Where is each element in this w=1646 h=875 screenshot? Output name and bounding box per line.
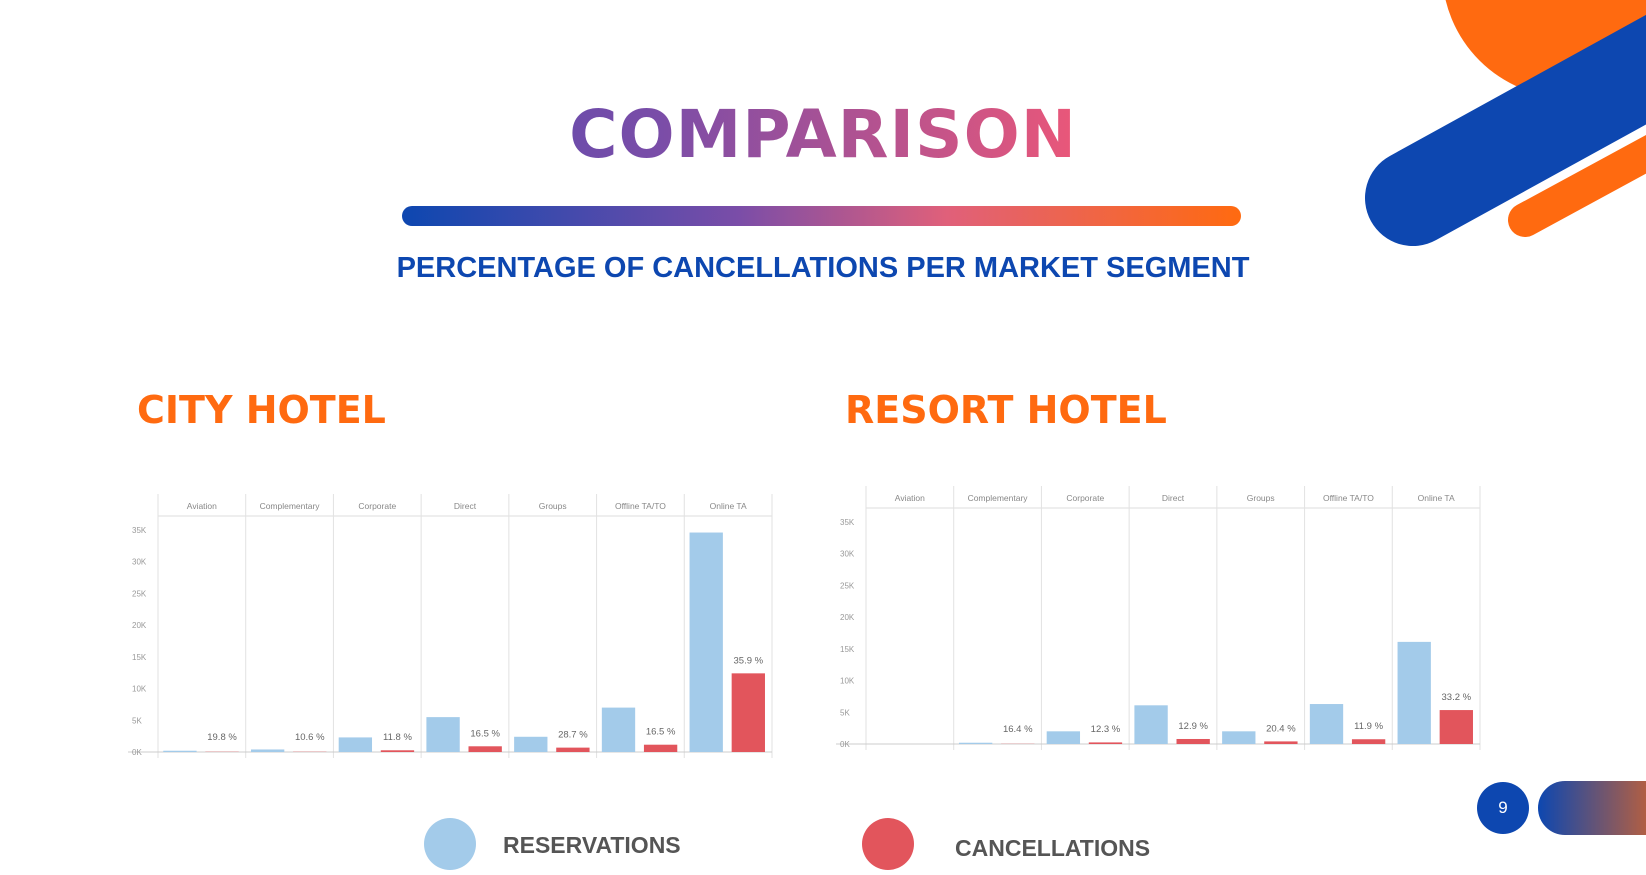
city-category-label: Complementary — [260, 501, 321, 511]
resort-category-label: Corporate — [1066, 493, 1104, 503]
city-cancellations-bar — [556, 747, 590, 752]
city-y-tick-label: 35K — [132, 526, 147, 535]
orange-diagonal-bar — [1508, 134, 1646, 237]
city-reservations-bar — [338, 737, 373, 752]
resort-data-label: 33.2 % — [1442, 692, 1472, 703]
resort-y-tick-label: 15K — [840, 645, 855, 654]
resort-reservations-bar — [1309, 704, 1344, 744]
resort-category-label: Groups — [1247, 493, 1275, 503]
cancellations-legend-dot — [862, 818, 914, 870]
resort-y-tick-label: 30K — [840, 550, 855, 559]
slide-subtitle: PERCENTAGE OF CANCELLATIONS PER MARKET S… — [396, 252, 1250, 284]
city-reservations-bar — [426, 717, 460, 752]
resort-data-label: 12.3 % — [1091, 724, 1121, 735]
city-y-tick-label: 0K — [132, 748, 142, 757]
resort-data-label: 11.9 % — [1354, 721, 1383, 732]
city-category-label: Direct — [454, 501, 477, 511]
city-reservations-bar — [163, 750, 197, 752]
resort-data-label: 20.4 % — [1266, 723, 1296, 734]
resort-reservations-bar — [1046, 731, 1081, 744]
city-data-label: 10.6 % — [295, 732, 325, 743]
city-cancellations-bar — [731, 673, 765, 752]
resort-category-label: Online TA — [1418, 493, 1455, 503]
resort-y-tick-label: 35K — [840, 518, 855, 527]
resort-category-label: Offline TA/TO — [1323, 493, 1374, 503]
city-reservations-bar — [250, 749, 285, 752]
resort-reservations-bar — [958, 742, 993, 744]
resort-category-label: Complementary — [968, 493, 1029, 503]
city-category-label: Aviation — [187, 501, 217, 511]
page-number-badge: 9 — [1477, 782, 1529, 834]
title-underline-bar — [402, 206, 1241, 226]
resort-y-tick-label: 5K — [840, 708, 850, 717]
city-data-label: 28.7 % — [558, 730, 588, 741]
city-cancellations-bar — [380, 750, 415, 752]
city-category-label: Groups — [539, 501, 567, 511]
city-data-label: 19.8 % — [207, 732, 237, 743]
city-y-tick-label: 5K — [132, 716, 142, 725]
city-y-tick-label: 10K — [132, 685, 147, 694]
city-hotel-title: CITY HOTEL — [137, 388, 386, 432]
city-y-tick-label: 15K — [132, 653, 147, 662]
city-category-label: Online TA — [710, 501, 747, 511]
city-y-tick-label: 25K — [132, 589, 147, 598]
slide-title: COMPARISON — [0, 96, 1646, 173]
resort-y-tick-label: 25K — [840, 581, 855, 590]
resort-hotel-title: RESORT HOTEL — [845, 388, 1167, 432]
bottom-gradient-pill — [1538, 781, 1646, 835]
resort-cancellations-bar — [1264, 741, 1298, 744]
resort-y-tick-label: 0K — [840, 740, 850, 749]
city-reservations-bar — [689, 532, 723, 752]
city-category-label: Offline TA/TO — [615, 501, 666, 511]
city-data-label: 11.8 % — [383, 732, 412, 743]
reservations-legend-dot — [424, 818, 476, 870]
resort-reservations-bar — [1222, 731, 1256, 744]
resort-category-label: Direct — [1162, 493, 1185, 503]
resort-data-label: 16.4 % — [1003, 724, 1033, 735]
cancellations-legend-label: CANCELLATIONS — [955, 835, 1151, 861]
city-reservations-bar — [514, 736, 548, 752]
resort-cancellations-bar — [1176, 738, 1210, 744]
city-cancellations-bar — [468, 746, 502, 752]
resort-reservations-bar — [1397, 641, 1431, 744]
city-data-label: 16.5 % — [470, 728, 500, 739]
resort-category-label: Aviation — [895, 493, 925, 503]
resort-y-tick-label: 10K — [840, 677, 855, 686]
city-y-tick-label: 20K — [132, 621, 147, 630]
reservations-legend-label: RESERVATIONS — [503, 832, 681, 858]
city-reservations-bar — [601, 707, 636, 752]
resort-cancellations-bar — [1351, 739, 1386, 744]
city-category-label: Corporate — [358, 501, 396, 511]
resort-reservations-bar — [1134, 705, 1168, 744]
resort-data-label: 12.9 % — [1178, 721, 1208, 732]
resort-hotel-chart: 0K 5K 10K 15K 20K 25K 30K 35K Aviation Complement… — [836, 486, 1481, 750]
city-data-label: 16.5 % — [646, 727, 676, 738]
resort-y-tick-label: 20K — [840, 613, 855, 622]
city-hotel-chart: 0K 5K 10K 15K 20K 25K 30K 35K Aviation 19.8 % Comp… — [128, 494, 773, 758]
city-y-tick-label: 30K — [132, 558, 147, 567]
city-data-label: 35.9 % — [734, 655, 764, 666]
resort-cancellations-bar — [1439, 710, 1473, 744]
resort-cancellations-bar — [1088, 742, 1123, 744]
city-cancellations-bar — [643, 744, 678, 752]
blue-diagonal-bar — [1365, 14, 1646, 246]
